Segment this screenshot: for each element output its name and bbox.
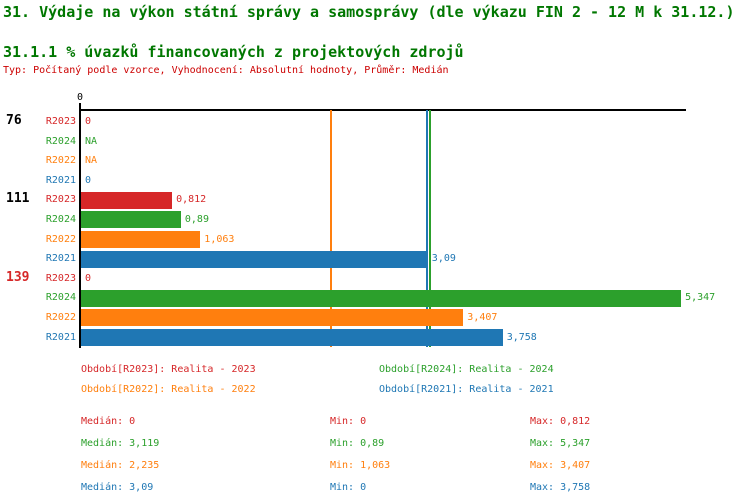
stat-median: Medián: 3,09 bbox=[81, 482, 154, 493]
bar bbox=[81, 328, 503, 346]
indicator-meta: Typ: Počítaný podle vzorce, Vyhodnocení:… bbox=[3, 65, 449, 76]
median-line bbox=[429, 110, 431, 347]
bar-value-label: 5,347 bbox=[685, 292, 716, 304]
series-label: R2024 bbox=[45, 135, 76, 147]
stat-min: Min: 1,063 bbox=[330, 460, 391, 471]
median-line bbox=[329, 110, 332, 347]
stat-min: Min: 0 bbox=[330, 482, 367, 493]
bar-value-label: 0 bbox=[85, 116, 92, 127]
stat-median: Medián: 0 bbox=[81, 416, 136, 427]
bar bbox=[81, 191, 173, 209]
bar-value-label: 0,812 bbox=[176, 194, 207, 206]
stat-max: Max: 0,812 bbox=[530, 416, 591, 427]
group-label: 76 bbox=[6, 113, 22, 128]
median-line bbox=[425, 110, 428, 347]
series-label: R2021 bbox=[45, 174, 76, 186]
series-label: R2021 bbox=[45, 331, 76, 343]
bar-value-label: 3,758 bbox=[506, 331, 537, 343]
bar-value-label: NA bbox=[85, 155, 98, 167]
x-axis-line bbox=[80, 109, 686, 111]
series-label: R2021 bbox=[45, 253, 76, 265]
group-label: 139 bbox=[6, 269, 30, 285]
bar-value-label: 0 bbox=[85, 174, 92, 186]
stat-median: Medián: 3,119 bbox=[81, 438, 160, 449]
report-title: 31. Výdaje na výkon státní správy a samo… bbox=[3, 3, 735, 21]
stat-max: Max: 3,758 bbox=[530, 482, 591, 493]
legend-item: Období[R2022]: Realita - 2022 bbox=[81, 384, 256, 395]
series-label: R2022 bbox=[45, 233, 76, 245]
stat-max: Max: 5,347 bbox=[530, 438, 591, 449]
legend-item: Období[R2021]: Realita - 2021 bbox=[379, 384, 554, 395]
legend-item: Období[R2023]: Realita - 2023 bbox=[81, 364, 256, 375]
series-label: R2022 bbox=[45, 312, 76, 323]
bar-value-label: 0,89 bbox=[184, 214, 209, 225]
series-label: R2024 bbox=[45, 214, 76, 225]
axis-tick-label: 0 bbox=[76, 92, 84, 103]
indicator-title: 31.1.1 % úvazků financovaných z projekto… bbox=[3, 43, 464, 61]
stat-max: Max: 3,407 bbox=[530, 460, 591, 471]
stat-min: Min: 0 bbox=[330, 416, 367, 427]
bar-value-label: 3,09 bbox=[431, 253, 456, 265]
y-axis-line bbox=[79, 103, 81, 348]
bar-value-label: 3,407 bbox=[467, 312, 498, 323]
series-label: R2024 bbox=[45, 292, 76, 304]
bar-value-label: NA bbox=[85, 135, 98, 147]
bar bbox=[81, 309, 464, 327]
group-label: 111 bbox=[6, 191, 30, 207]
series-label: R2022 bbox=[45, 155, 76, 167]
stat-median: Medián: 2,235 bbox=[81, 460, 160, 471]
bar bbox=[81, 250, 428, 268]
series-label: R2023 bbox=[45, 116, 76, 127]
series-label: R2023 bbox=[45, 272, 76, 284]
bar bbox=[81, 211, 181, 229]
series-label: R2023 bbox=[45, 194, 76, 206]
bar-value-label: 1,063 bbox=[204, 233, 235, 245]
stat-min: Min: 0,89 bbox=[330, 438, 385, 449]
bar-value-label: 0 bbox=[85, 272, 92, 284]
bar bbox=[81, 289, 682, 307]
bar bbox=[81, 230, 201, 248]
legend-item: Období[R2024]: Realita - 2024 bbox=[379, 364, 554, 375]
